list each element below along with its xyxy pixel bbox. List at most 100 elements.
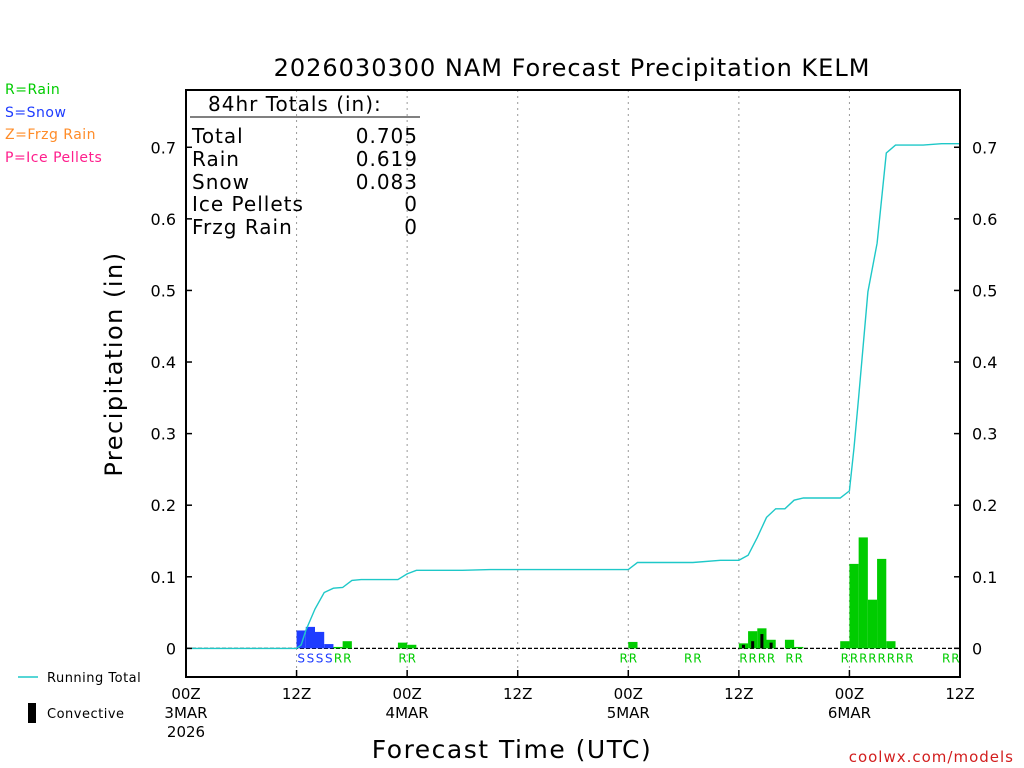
running-total-line — [186, 142, 960, 650]
x-tick-label-0-0: 00Z — [171, 685, 200, 703]
y-tick-label-right-0.7: 0.7 — [972, 138, 997, 157]
totals-label-ice-pellets: Ice Pellets — [192, 192, 304, 216]
precip-bar-h73 — [849, 563, 859, 649]
chart-title: 2026030300 NAM Forecast Precipitation KE… — [274, 54, 871, 82]
x-tick-label-24-0: 00Z — [392, 685, 421, 703]
y-axis-label: Precipitation (in) — [100, 251, 128, 476]
convective-bars — [741, 634, 773, 649]
y-tick-label-right-0.3: 0.3 — [972, 425, 997, 444]
type-mark-h13: S — [297, 651, 305, 665]
type-mark-h62: R — [749, 651, 757, 665]
precip-bar-h62 — [748, 631, 758, 649]
x-tick-label-0-1: 3MAR — [164, 704, 207, 722]
legend-convective-swatch — [28, 703, 36, 723]
precip-bar-h13 — [296, 630, 306, 649]
y-tick-label-left-0.4: 0.4 — [151, 353, 176, 372]
precip-bar-h18 — [342, 641, 352, 649]
y-tick-label-right-0.2: 0.2 — [972, 496, 997, 515]
totals-value-ice-pellets: 0 — [404, 192, 418, 216]
type-mark-h17: R — [334, 651, 342, 665]
y-tick-label-left-0.3: 0.3 — [151, 425, 176, 444]
type-mark-h56: R — [693, 651, 701, 665]
type-mark-h24: R — [398, 651, 406, 665]
type-mark-h66: R — [785, 651, 793, 665]
y-tick-label-left-0.7: 0.7 — [151, 138, 176, 157]
type-mark-h78: R — [896, 651, 904, 665]
type-mark-h25: R — [408, 651, 416, 665]
y-tick-label-right-0: 0 — [972, 639, 982, 658]
totals-value-rain: 0.619 — [356, 147, 418, 171]
type-mark-h72: R — [841, 651, 849, 665]
type-mark-h73: R — [850, 651, 858, 665]
legend-frzg-rain: Z=Frzg Rain — [5, 127, 97, 143]
totals-value-frzg-rain: 0 — [404, 215, 418, 239]
type-mark-h64: R — [767, 651, 775, 665]
legend-rain: R=Rain — [5, 82, 61, 98]
totals-value-total: 0.705 — [356, 124, 418, 148]
x-tick-label-36-0: 12Z — [503, 685, 532, 703]
precip-bar-h25 — [407, 644, 417, 649]
type-mark-h15: S — [316, 651, 324, 665]
totals-label-snow: Snow — [192, 170, 250, 194]
x-tick-label-48-0: 00Z — [614, 685, 643, 703]
totals-label-total: Total — [191, 124, 244, 148]
legend-ice-pellets: P=Ice Pellets — [5, 150, 103, 166]
precip-bars — [296, 537, 896, 649]
x-tick-label-72-0: 00Z — [835, 685, 864, 703]
type-mark-h75: R — [868, 651, 876, 665]
vertical-grid — [296, 90, 850, 677]
legend-running-total-label: Running Total — [47, 671, 141, 686]
convective-bar-h61 — [741, 644, 745, 649]
legend-convective-label: Convective — [47, 707, 125, 722]
convective-bar-h63 — [760, 634, 764, 649]
x-tick-label-60-0: 12Z — [724, 685, 753, 703]
y-tick-label-left-0.2: 0.2 — [151, 496, 176, 515]
type-mark-h83: R — [942, 651, 950, 665]
totals-label-frzg-rain: Frzg Rain — [192, 215, 293, 239]
type-mark-h49: R — [629, 651, 637, 665]
type-mark-h18: R — [343, 651, 351, 665]
totals-box: 84hr Totals (in): Total 0.705 Rain 0.619… — [190, 92, 420, 239]
precip-bar-h17 — [333, 646, 343, 649]
type-mark-h48: R — [620, 651, 628, 665]
type-mark-h16: S — [325, 651, 333, 665]
series-legend: Running Total Convective — [18, 671, 141, 723]
totals-value-snow: 0.083 — [356, 170, 418, 194]
convective-bar-h64 — [769, 642, 773, 649]
precip-bar-h14 — [305, 626, 315, 649]
y-axis-ticks: 0 00.1 0.10.2 0.20.3 0.30.4 0.40.5 0.50.6 0.60.… — [151, 138, 998, 658]
y-tick-label-left-0.6: 0.6 — [151, 210, 176, 229]
type-mark-h63: R — [758, 651, 766, 665]
convective-bar-h62 — [751, 641, 755, 649]
y-tick-label-left-0.5: 0.5 — [151, 281, 176, 300]
credit-text: coolwx.com/models — [849, 748, 1014, 766]
precip-bar-h67 — [794, 646, 804, 649]
x-tick-label-48-1: 5MAR — [607, 704, 650, 722]
totals-label-rain: Rain — [192, 147, 240, 171]
type-mark-h55: R — [684, 651, 692, 665]
x-tick-label-72-1: 6MAR — [828, 704, 871, 722]
y-tick-label-right-0.6: 0.6 — [972, 210, 997, 229]
precip-bar-h16 — [324, 644, 334, 649]
type-mark-h61: R — [739, 651, 747, 665]
x-axis-label: Forecast Time (UTC) — [372, 735, 652, 764]
x-tick-label-0-2: 2026 — [167, 723, 205, 741]
legend-snow: S=Snow — [5, 105, 67, 121]
precip-bar-h72 — [840, 641, 850, 649]
precip-bar-h24 — [397, 642, 408, 649]
type-mark-h77: R — [887, 651, 895, 665]
x-tick-label-84-0: 12Z — [945, 685, 974, 703]
y-tick-label-left-0: 0 — [166, 639, 176, 658]
type-mark-h76: R — [878, 651, 886, 665]
precip-bar-h75 — [867, 599, 878, 649]
x-tick-label-12-0: 12Z — [282, 685, 311, 703]
y-tick-label-left-0.1: 0.1 — [151, 568, 176, 587]
y-tick-label-right-0.1: 0.1 — [972, 568, 997, 587]
plot-frame — [185, 89, 961, 678]
type-mark-h67: R — [795, 651, 803, 665]
precip-bar-h49 — [628, 641, 638, 649]
precip-bar-h74 — [858, 537, 868, 649]
